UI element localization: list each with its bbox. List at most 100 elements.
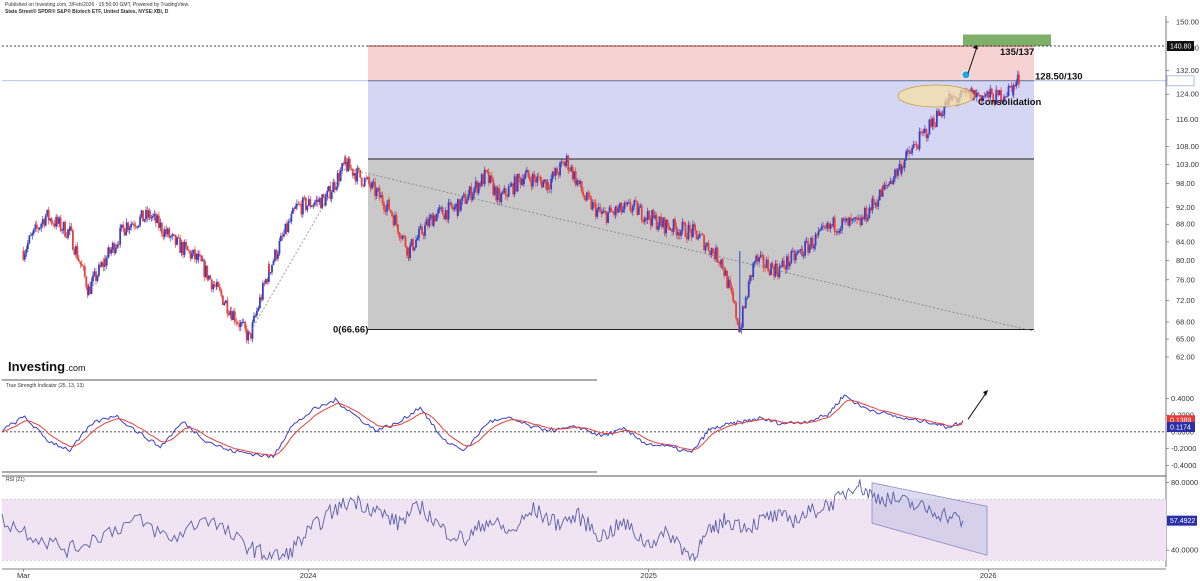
candle-body [823,225,826,228]
rsi-tick-label: 80.0000 [1171,478,1198,487]
candle-body [375,189,378,197]
candle-body [34,224,37,229]
candle-body [733,300,736,303]
candle-body [738,324,740,332]
candle-body [678,232,681,236]
rsi-title: RSI (21) [6,477,25,483]
candle-body [506,195,509,197]
candle-body [703,235,705,251]
price-tick-label: 80.00 [1176,256,1195,265]
candle-body [844,219,847,221]
candle-body [333,182,336,190]
candle-body [271,264,273,273]
fib-zone-0 [368,45,1034,81]
fib-zone-2 [368,159,1034,330]
candle-body [686,237,688,240]
candle-body [128,227,131,230]
candle-body [738,329,741,332]
candle-body [590,197,593,210]
candle-body [189,251,192,259]
candle-body [288,221,291,223]
candle-body [239,322,242,328]
candle-body [767,259,769,271]
candle-body [807,241,809,253]
tsi-signal-badge [1167,415,1195,426]
candle-body [935,110,938,127]
candle-body [236,322,239,324]
candle-body [911,147,914,154]
price-tick-label: 65.00 [1176,335,1195,344]
candle-body [545,179,548,190]
candle-body [418,228,420,238]
candle-body [730,285,733,292]
price-tick-label: 98.00 [1176,179,1195,188]
candle-body [486,170,489,172]
candle-body [378,188,381,198]
candle-body [900,166,903,174]
candle-body [250,333,252,339]
candle-body [160,222,163,234]
candle-body [296,203,298,207]
candle-body [579,181,582,184]
tsi-tick-label: -0.4000 [1171,461,1196,470]
candle-body [883,184,886,190]
candle-body [591,202,594,210]
candle-body [210,279,213,290]
candle-body [26,242,29,250]
candle-body [892,178,895,184]
candle-body [700,234,703,235]
candle-body [168,228,171,238]
candle-body [345,161,348,172]
candle-body [319,198,322,209]
candle-body [300,204,303,215]
candle-body [556,168,558,174]
candle-body [111,243,114,250]
candle-body [238,323,241,328]
candle-body [623,202,626,210]
candle-body [587,192,590,196]
candle-body [778,266,781,278]
candle-body [96,275,99,281]
candle-body [192,249,195,254]
candle-body [303,197,306,199]
candle-body [277,253,279,259]
candle-body [180,242,183,253]
candle-body [291,208,294,214]
candle-body [274,249,276,261]
tsi-tick-label: 0.2000 [1171,411,1194,420]
consolidation-ellipse [897,84,975,108]
candle-body [1003,96,1005,101]
candle-body [394,215,396,226]
candle-body [872,198,875,205]
candle-body [736,318,739,325]
candle-body [759,254,762,258]
candle-body [752,263,755,278]
candle-body [326,190,329,198]
candle-body [633,200,636,206]
candle-body [159,222,162,228]
candle-body [854,217,857,219]
price-overlays: 135/137 128.50/130 Consolidation 0(66.66) [249,44,1083,336]
candle-body [297,203,300,205]
candle-body [740,327,743,330]
candle-body [407,247,410,259]
candle-body [332,182,335,193]
candle-body [467,194,470,201]
candle-body [510,183,513,187]
candle-body [584,199,587,201]
candle-body [897,168,899,176]
rsi-channel [871,482,988,556]
candle-body [413,247,416,251]
candle-body [348,158,351,169]
candle-body [622,209,624,213]
candle-body [610,207,612,212]
candle-body [643,217,646,222]
candle-body [389,209,392,213]
candle-body [559,162,561,176]
candle-body [819,229,821,232]
consolidation-label: Consolidation [978,97,1042,108]
candle-body [542,181,545,188]
candle-body [565,161,567,167]
candle-body [290,213,293,222]
